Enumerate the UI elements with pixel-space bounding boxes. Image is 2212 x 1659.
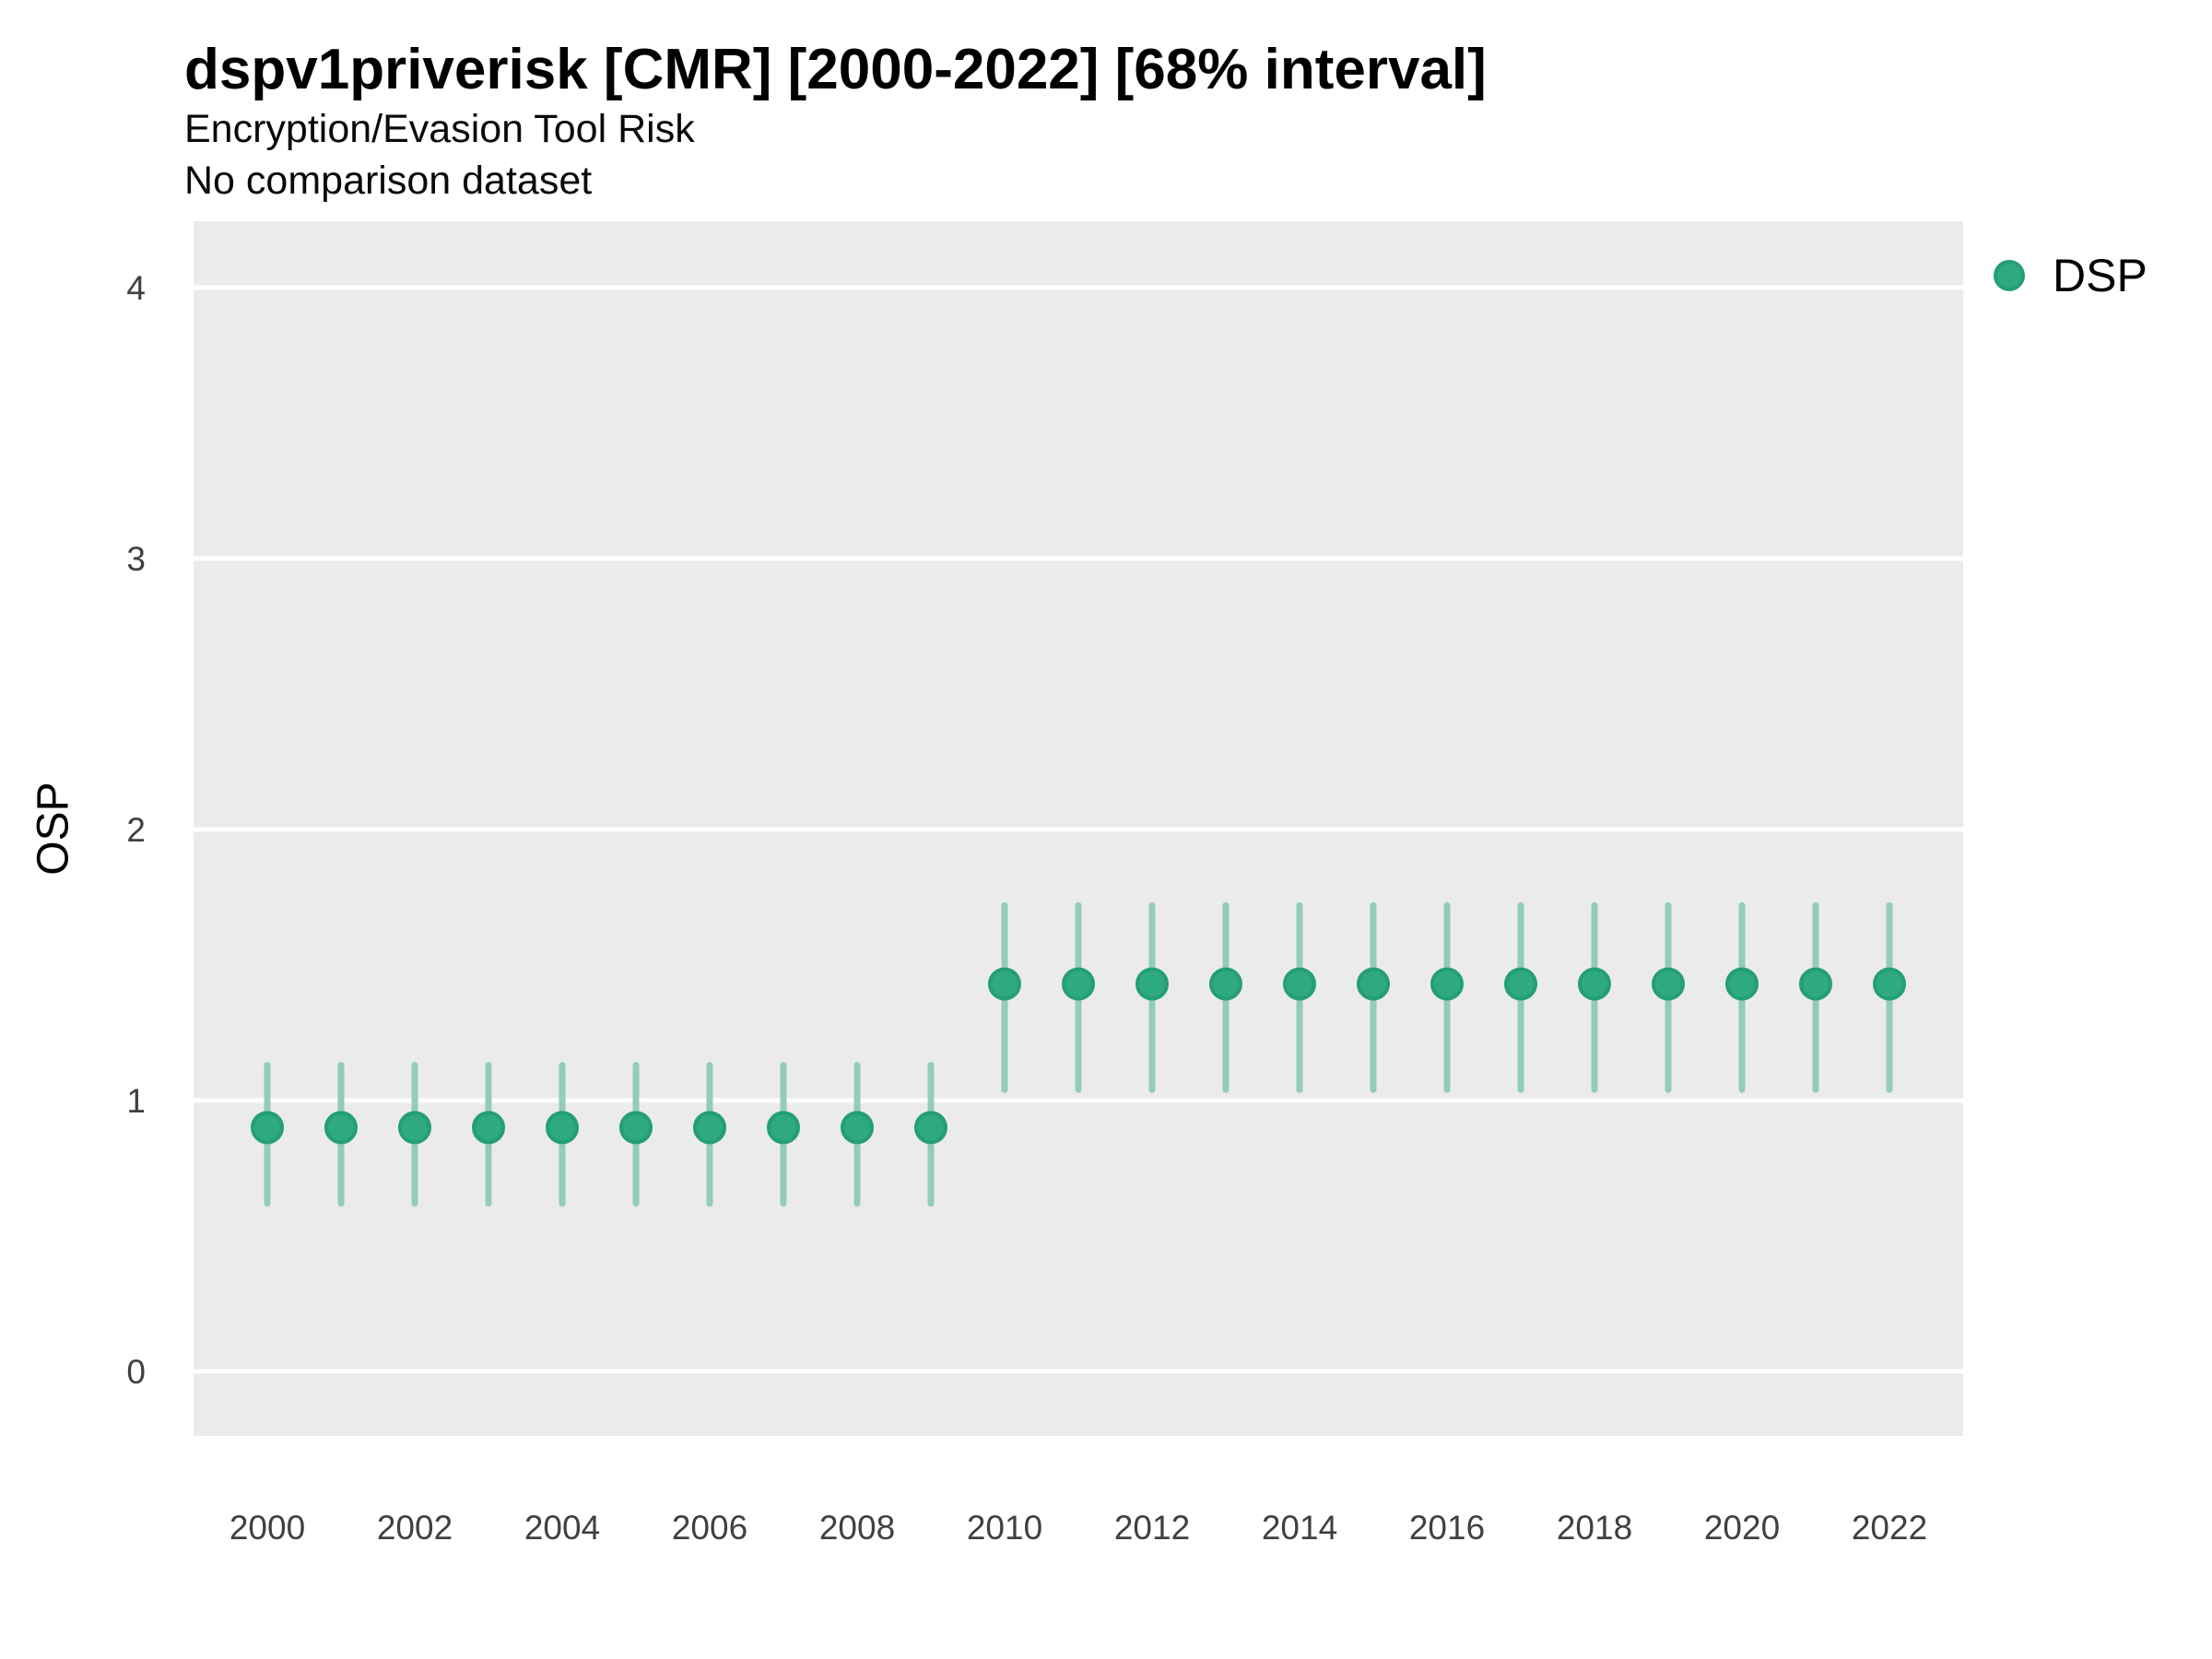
data-point-2012 bbox=[1135, 967, 1169, 1001]
data-point-2017 bbox=[1504, 967, 1537, 1001]
legend-label: DSP bbox=[2053, 250, 2147, 301]
x-tick-label-2014: 2014 bbox=[1262, 1509, 1337, 1547]
data-point-2015 bbox=[1357, 967, 1390, 1001]
x-tick-label-2022: 2022 bbox=[1852, 1509, 1927, 1547]
data-point-2020 bbox=[1725, 967, 1759, 1001]
y-tick-label-4: 4 bbox=[126, 269, 146, 307]
data-point-2008 bbox=[841, 1111, 874, 1145]
x-tick-label-2008: 2008 bbox=[819, 1509, 895, 1547]
y-tick-label-1: 1 bbox=[126, 1082, 146, 1120]
data-point-2016 bbox=[1430, 967, 1464, 1001]
x-tick-label-2006: 2006 bbox=[672, 1509, 747, 1547]
y-tick-label-0: 0 bbox=[126, 1353, 146, 1391]
data-point-2022 bbox=[1873, 967, 1906, 1001]
data-point-2011 bbox=[1062, 967, 1095, 1001]
data-point-2002 bbox=[398, 1111, 431, 1145]
chart-title: dspv1priverisk [CMR] [2000-2022] [68% in… bbox=[184, 38, 1487, 101]
y-tick-label-3: 3 bbox=[126, 540, 146, 578]
data-point-2013 bbox=[1209, 967, 1242, 1001]
data-point-2021 bbox=[1799, 967, 1832, 1001]
x-tick-label-2018: 2018 bbox=[1557, 1509, 1632, 1547]
data-point-2000 bbox=[251, 1111, 284, 1145]
data-point-2007 bbox=[767, 1111, 800, 1145]
legend-marker-dot bbox=[1994, 260, 2025, 291]
data-point-2001 bbox=[324, 1111, 358, 1145]
data-point-2003 bbox=[472, 1111, 505, 1145]
data-point-2019 bbox=[1652, 967, 1685, 1001]
data-point-2006 bbox=[693, 1111, 726, 1145]
x-tick-label-2016: 2016 bbox=[1409, 1509, 1485, 1547]
x-tick-label-2004: 2004 bbox=[524, 1509, 600, 1547]
y-tick-label-2: 2 bbox=[126, 811, 146, 849]
legend: DSP bbox=[1994, 249, 2147, 302]
chart-subtitle: Encryption/Evasion Tool Risk bbox=[184, 107, 695, 151]
comparison-note: No comparison dataset bbox=[184, 159, 593, 203]
x-tick-label-2012: 2012 bbox=[1114, 1509, 1190, 1547]
data-point-2014 bbox=[1283, 967, 1316, 1001]
data-point-2018 bbox=[1578, 967, 1611, 1001]
data-point-2009 bbox=[914, 1111, 947, 1145]
x-tick-label-2000: 2000 bbox=[229, 1509, 305, 1547]
x-tick-label-2010: 2010 bbox=[967, 1509, 1042, 1547]
data-point-2004 bbox=[546, 1111, 579, 1145]
x-tick-label-2020: 2020 bbox=[1704, 1509, 1780, 1547]
data-point-2010 bbox=[988, 967, 1021, 1001]
x-tick-label-2002: 2002 bbox=[377, 1509, 453, 1547]
data-point-2005 bbox=[619, 1111, 653, 1145]
